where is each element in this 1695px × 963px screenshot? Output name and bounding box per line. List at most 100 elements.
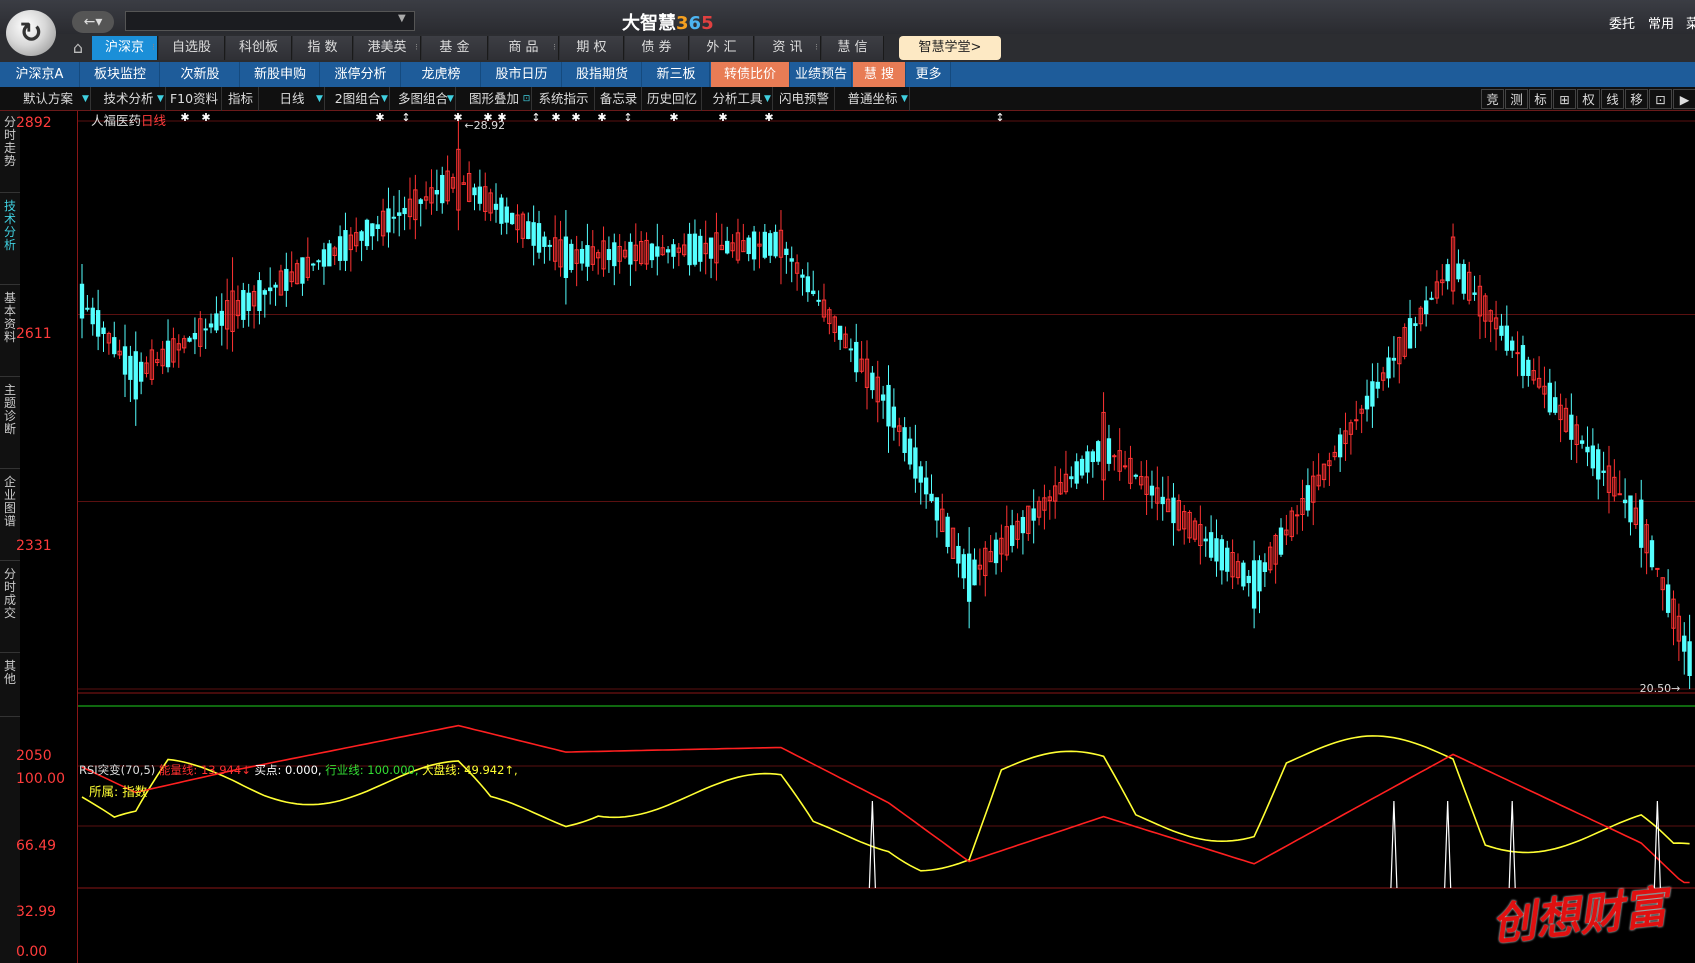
event-marker: ✱	[597, 111, 606, 124]
tab-commodity[interactable]: 商 品 ⁝	[489, 36, 559, 60]
tool-history-recall[interactable]: 历史回忆	[643, 87, 702, 111]
tool-analysis-tools[interactable]: 分析工具 ▼	[703, 87, 773, 111]
candle-body	[1612, 476, 1617, 497]
rtool-move[interactable]: 移	[1625, 89, 1648, 109]
rtool-crosshair-icon[interactable]: ⊞	[1553, 89, 1576, 109]
subtab-neeq[interactable]: 新三板	[643, 62, 710, 87]
side-tab-intraday-trades[interactable]: 分时成交	[0, 565, 20, 653]
rtool-line[interactable]: 线	[1601, 89, 1624, 109]
tab-huixin[interactable]: 慧 信	[822, 36, 884, 60]
candle-body	[1348, 422, 1354, 435]
candle-body	[1294, 514, 1300, 517]
candle-body	[918, 466, 923, 483]
candle-body	[891, 406, 897, 428]
rtool-mark[interactable]: 标	[1529, 89, 1552, 109]
tool-tech-analysis[interactable]: 技术分析 ▼	[92, 87, 166, 111]
tool-period-daily[interactable]: 日线 ▼	[260, 87, 325, 111]
rtool-measure[interactable]: 测	[1505, 89, 1528, 109]
tab-options[interactable]: 期 权	[560, 36, 624, 60]
tab-news[interactable]: 资 讯 ⁝	[755, 36, 821, 60]
candle-body	[1665, 584, 1671, 613]
candle-body	[343, 230, 348, 261]
sub-tab-bar	[0, 62, 1695, 87]
candle-body	[1085, 451, 1090, 473]
tab-hushenjing[interactable]: 沪深京 ⁝	[92, 36, 158, 60]
tool-flash-alert[interactable]: 闪电预警	[774, 87, 835, 111]
tab-forex[interactable]: 外 汇	[690, 36, 754, 60]
candle-body	[1585, 446, 1590, 453]
rtool-compete[interactable]: 竞	[1481, 89, 1504, 109]
side-tab-tech-analysis[interactable]: 技术分析	[0, 197, 20, 285]
side-tab-other[interactable]: 其他	[0, 657, 20, 717]
search-dropdown-icon[interactable]: ▼	[398, 13, 406, 24]
subtab-dragon-tiger[interactable]: 龙虎榜	[402, 62, 481, 87]
subtab-hushenjing-a[interactable]: 沪深京A	[0, 62, 80, 87]
subtab-ipo-subscribe[interactable]: 新股申购	[241, 62, 320, 87]
subtab-index-futures[interactable]: 股指期货	[563, 62, 642, 87]
subtab-more[interactable]: 更多	[907, 62, 951, 87]
candle-body	[843, 333, 848, 349]
tool-memo[interactable]: 备忘录	[596, 87, 642, 111]
subtab-sector-monitor[interactable]: 板块监控	[81, 62, 160, 87]
subtab-new-shares[interactable]: 次新股	[161, 62, 240, 87]
candle-body	[1655, 567, 1660, 570]
stock-search-input[interactable]	[125, 11, 415, 31]
tab-bonds[interactable]: 债 券	[625, 36, 689, 60]
candle-body	[520, 213, 526, 239]
tool-system-signals[interactable]: 系统指示	[533, 87, 595, 111]
home-icon[interactable]: ⌂	[72, 38, 84, 57]
wisdom-academy-button[interactable]: 智慧学堂>	[899, 36, 1001, 60]
subtab-earnings-forecast[interactable]: 业绩预告	[791, 62, 852, 87]
candle-body	[456, 148, 461, 211]
rtool-rights[interactable]: 权	[1577, 89, 1600, 109]
subtab-market-calendar[interactable]: 股市日历	[482, 62, 562, 87]
candle-body	[1225, 547, 1230, 572]
rtool-next-icon[interactable]: ▶	[1673, 89, 1695, 109]
candle-body	[122, 346, 128, 375]
brand-logo-icon[interactable]: ↻	[6, 10, 56, 56]
subtab-cb-compare[interactable]: 转债比价	[711, 62, 790, 87]
candle-body	[1187, 511, 1192, 539]
candle-body	[1375, 381, 1380, 389]
candle-body	[1499, 325, 1504, 336]
candle-body	[1596, 449, 1601, 480]
candle-body	[230, 290, 235, 332]
side-tab-intraday[interactable]: 分时走势	[0, 113, 20, 193]
candle-body	[1467, 271, 1472, 301]
subtab-limit-up-analysis[interactable]: 涨停分析	[321, 62, 401, 87]
candle-body	[1036, 500, 1042, 518]
candle-body	[714, 232, 719, 264]
tool-default-scheme[interactable]: 默认方案 ▼	[6, 87, 91, 111]
side-tab-theme-diagnosis[interactable]: 主题诊断	[0, 381, 20, 469]
candle-body	[1090, 451, 1095, 463]
tab-index[interactable]: 指 数	[293, 36, 353, 60]
tool-overlay[interactable]: 图形叠加 ⊡	[457, 87, 532, 111]
subtab-smart-search[interactable]: 慧 搜	[853, 62, 906, 87]
rtool-layout-icon[interactable]: ⊡	[1649, 89, 1672, 109]
side-tab-basic-info[interactable]: 基本资料	[0, 289, 20, 377]
common-link[interactable]: 常用	[1648, 17, 1675, 32]
back-nav-icon[interactable]: ←▾	[72, 11, 114, 33]
tool-indicator[interactable]: 指标	[223, 87, 259, 111]
tab-kechuangban[interactable]: 科创板	[226, 36, 292, 60]
tool-f10[interactable]: F10资料	[167, 87, 222, 111]
entrust-link[interactable]: 委托	[1609, 17, 1636, 32]
tool-multi-chart-combo[interactable]: 多图组合 ▼	[391, 87, 456, 111]
candle-body	[923, 477, 929, 495]
side-tab-company-graph[interactable]: 企业图谱	[0, 473, 20, 561]
candle-body	[133, 351, 138, 400]
candle-body	[1429, 297, 1434, 300]
tool-2-chart-combo[interactable]: 2图组合 ▼	[326, 87, 390, 111]
event-marker: ↕	[995, 111, 1004, 124]
candle-body	[1128, 457, 1133, 484]
candle-body	[1628, 495, 1633, 523]
rsi-panel	[81, 724, 1690, 889]
tab-fund[interactable]: 基 金	[422, 36, 488, 60]
candle-body	[1305, 485, 1311, 511]
tab-zixuangu[interactable]: 自选股	[159, 36, 225, 60]
candle-body	[1660, 577, 1665, 591]
tab-hk-us-uk[interactable]: 港美英 ⁝	[354, 36, 421, 60]
candle-body	[1047, 496, 1052, 502]
tool-normal-axis[interactable]: 普通坐标 ▼	[836, 87, 910, 111]
